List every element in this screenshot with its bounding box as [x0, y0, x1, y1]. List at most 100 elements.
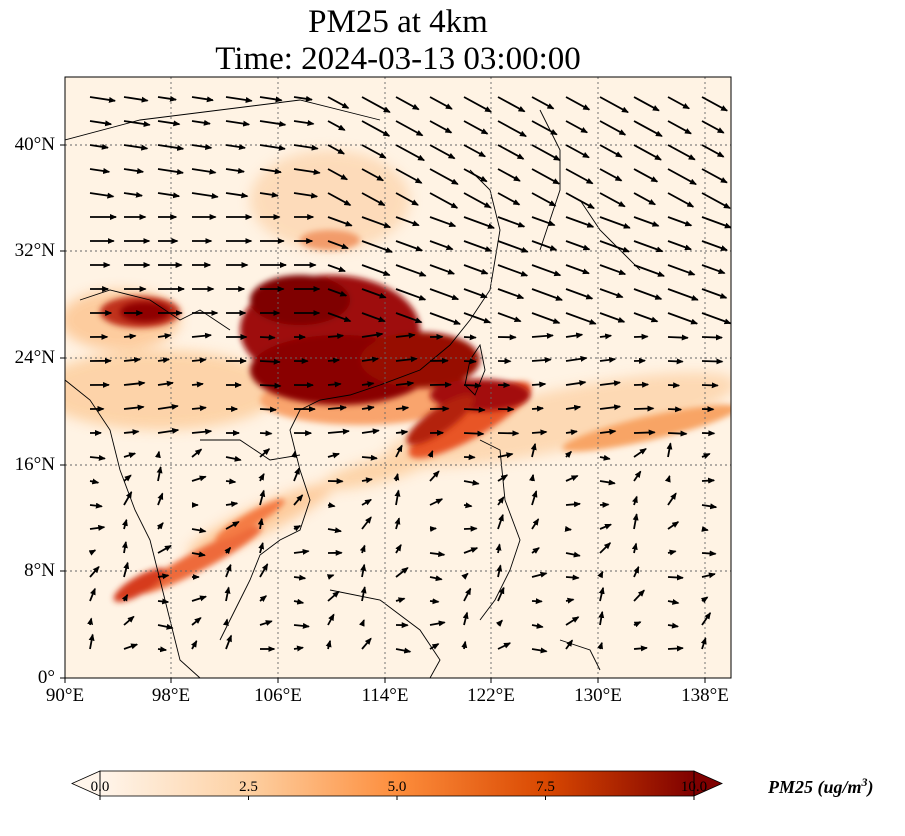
wind-arrow	[598, 586, 605, 602]
wind-arrow	[259, 448, 271, 458]
wind-arrow	[259, 489, 266, 506]
wind-arrow	[123, 474, 132, 482]
wind-arrow	[157, 357, 170, 364]
wind-arrow	[327, 192, 352, 206]
wind-arrow	[395, 240, 424, 252]
wind-arrow	[701, 477, 716, 484]
wind-arrow	[393, 473, 400, 482]
wind-arrow	[259, 144, 286, 151]
wind-arrow	[154, 450, 161, 459]
colorbar-tick-10: 10.0	[680, 779, 708, 795]
wind-arrow	[531, 192, 557, 207]
wind-arrow	[121, 541, 128, 554]
wind-arrow	[631, 542, 638, 554]
lat-label-40n: 40°N	[14, 134, 55, 155]
wind-arrow	[497, 144, 525, 160]
wind-arrow	[395, 567, 409, 578]
wind-arrow	[531, 144, 561, 161]
wind-arrow	[327, 288, 348, 297]
wind-arrow	[361, 331, 384, 338]
wind-arrow	[667, 645, 684, 652]
colorbar-label-main: PM25 (ug/m	[768, 777, 862, 797]
wind-arrow	[361, 637, 372, 650]
wind-arrow	[701, 452, 711, 459]
wind-arrow	[394, 517, 401, 530]
lat-label-16n: 16°N	[14, 454, 55, 475]
wind-arrow	[564, 525, 572, 532]
wind-arrow	[361, 96, 391, 113]
wind-arrow	[463, 525, 478, 532]
wind-arrow	[89, 96, 116, 103]
wind-arrow	[495, 543, 502, 554]
colorbar	[71, 770, 723, 800]
wind-arrow	[123, 491, 133, 506]
wind-arrow	[599, 380, 621, 387]
wind-arrow	[463, 96, 492, 113]
wind-arrow	[736, 384, 757, 385]
lat-label-24n: 24°N	[14, 347, 55, 368]
wind-arrow	[565, 597, 575, 604]
wind-arrow	[667, 120, 692, 135]
wind-arrow	[667, 492, 677, 506]
wind-arrow	[429, 498, 444, 506]
wind-arrow	[565, 404, 582, 411]
wind-arrow	[736, 169, 757, 181]
lon-label-138e: 138°E	[681, 685, 729, 706]
wind-arrow	[259, 430, 273, 437]
wind-arrow	[89, 587, 96, 602]
wind-arrow	[293, 120, 315, 126]
wind-arrow	[667, 168, 697, 186]
lon-label-106e: 106°E	[254, 685, 302, 706]
wind-arrow	[361, 498, 372, 506]
wind-arrow	[531, 647, 548, 654]
wind-arrow	[89, 565, 100, 578]
wind-arrow	[599, 356, 617, 363]
wind-arrow	[327, 590, 340, 602]
wind-arrow	[327, 264, 346, 273]
lat-label-32n: 32°N	[14, 240, 55, 261]
wind-arrow	[156, 522, 164, 530]
wind-arrow	[667, 382, 681, 389]
wind-arrow	[667, 430, 688, 437]
wind-arrow	[191, 448, 203, 458]
wind-arrow	[599, 96, 629, 114]
wind-arrow	[633, 589, 645, 602]
wind-arrow	[429, 216, 457, 228]
wind-arrow	[667, 622, 679, 629]
wind-arrow	[736, 336, 750, 337]
wind-arrow	[395, 543, 402, 554]
wind-arrow	[89, 143, 109, 150]
wind-arrow	[496, 564, 503, 578]
wind-arrow	[361, 516, 372, 530]
wind-arrow	[701, 503, 718, 510]
wind-arrow	[736, 501, 745, 505]
wind-arrow	[293, 144, 319, 151]
wind-arrow	[225, 120, 251, 127]
wind-arrow	[531, 312, 561, 324]
wind-arrow	[565, 120, 588, 134]
wind-arrow	[633, 429, 656, 436]
wind-arrow	[633, 645, 648, 652]
wind-arrow	[157, 144, 185, 151]
wind-arrow	[565, 429, 578, 436]
wind-arrow	[736, 480, 751, 481]
wind-arrow	[395, 96, 420, 111]
wind-arrow	[736, 612, 740, 625]
wind-arrow	[157, 168, 184, 175]
wind-arrow	[157, 380, 174, 387]
wind-arrow	[88, 633, 95, 650]
wind-arrow	[461, 640, 468, 650]
wind-arrow	[259, 595, 267, 603]
wind-arrow	[157, 95, 177, 102]
wind-arrow	[395, 647, 412, 654]
wind-arrow	[599, 168, 623, 182]
wind-arrow	[259, 563, 269, 578]
wind-arrow	[395, 192, 419, 206]
wind-arrow	[89, 478, 100, 485]
wind-arrow	[123, 615, 135, 626]
wind-arrow	[361, 168, 384, 182]
wind-arrow	[565, 639, 574, 650]
wind-arrow	[599, 264, 627, 276]
wind-arrow	[463, 406, 486, 413]
wind-arrow	[429, 575, 443, 582]
